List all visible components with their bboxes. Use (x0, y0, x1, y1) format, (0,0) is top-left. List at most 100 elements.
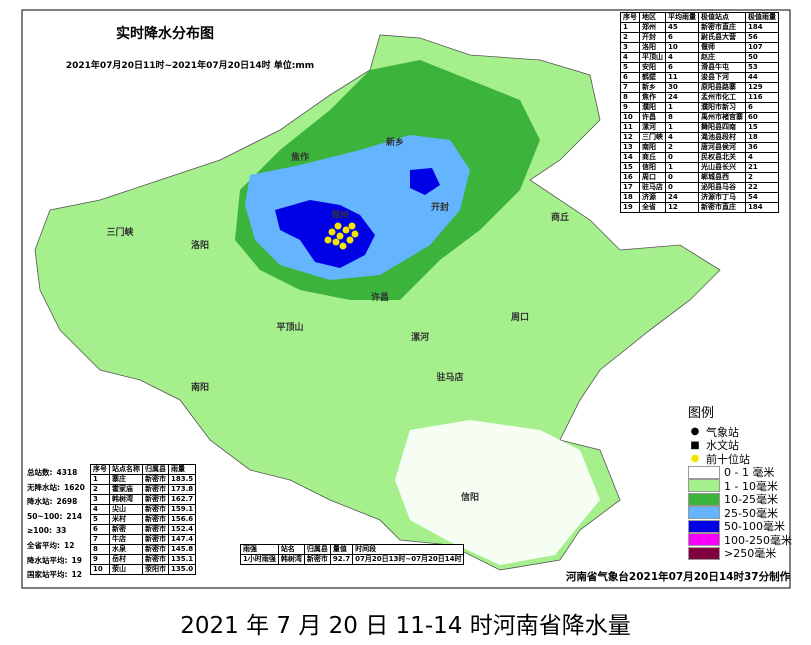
legend-title: 图例 (688, 406, 715, 421)
row: 19 全省 12 新密市直庄 184 (620, 202, 779, 213)
stats: 总站数: 4318 无降水站: 1620 降水站: 2698 50~100: 214 ≥100:… (27, 466, 89, 583)
cell: 岳村 (109, 554, 143, 565)
row: 10 许昌 8 禹州市褚官寨 60 (620, 112, 779, 123)
cell: 12 (665, 202, 699, 213)
cell: 新密市 (142, 494, 169, 505)
cell: 6 (745, 102, 779, 113)
cell: 11 (665, 72, 699, 83)
legend-label: 50-100毫米 (724, 520, 785, 534)
cell: 36 (745, 142, 779, 153)
legend-label: >250毫米 (724, 547, 777, 561)
row: 2 霍家庙 新密市 173.8 (90, 484, 197, 495)
region-table: 序号 地区 平均雨量 极值站点 极值雨量 1 郑州 45 新密市直庄 184 2 开封 6 尉氏县大营 56… (620, 12, 779, 213)
row: 15 信阳 1 光山县长兴 21 (620, 162, 779, 173)
row: 14 商丘 0 民权县北关 4 (620, 152, 779, 163)
cell: 8 (665, 112, 699, 123)
cell: 147.4 (167, 534, 197, 545)
cell: 173.8 (167, 484, 197, 495)
cell: 新密市直庄 (698, 202, 746, 213)
row: 9 岳村 新密市 135.1 (90, 554, 197, 565)
header-cell: 站名 (277, 544, 305, 555)
row: 5 米村 新密市 156.6 (90, 514, 197, 525)
cell: 5 (620, 62, 640, 73)
map-footer: 河南省气象台2021年07月20日14时37分制作 (566, 570, 791, 583)
cell: 新密市 (142, 544, 169, 555)
cell: 濮阳 (639, 102, 666, 113)
cell: 鹤壁 (639, 72, 666, 83)
stat-row: 总站数: 4318 (27, 466, 89, 481)
cell: 商丘 (639, 152, 666, 163)
cell: 霍家庙 (109, 484, 143, 495)
cell: 光山县长兴 (698, 162, 746, 173)
header-cell: 平均雨量 (665, 12, 699, 23)
cell: 129 (745, 82, 779, 93)
cell: 4 (620, 52, 640, 63)
row: 4 尖山 新密市 159.1 (90, 504, 197, 515)
cell: 新密市 (142, 524, 169, 535)
cell: 6 (90, 524, 110, 535)
cell: 渑池县段村 (698, 132, 746, 143)
cell: 7 (620, 82, 640, 93)
cell: 135.0 (167, 564, 197, 575)
map-title: 实时降水分布图 (116, 25, 214, 42)
row: 7 新乡 30 原阳县路寨 129 (620, 82, 779, 93)
cell: 周口 (639, 172, 666, 183)
legend-label: 水文站 (706, 439, 739, 453)
stat-value: 214 (66, 511, 83, 521)
legend-item: 25-50毫米 (688, 506, 792, 520)
cell: 新密市 (142, 504, 169, 515)
stat-label: 降水站: (27, 497, 53, 507)
zone-white (395, 420, 600, 565)
caption: 2021 年 7 月 20 日 11-14 时河南省降水量 (180, 613, 631, 639)
cell: 145.8 (167, 544, 197, 555)
legend-label: 前十位站 (706, 452, 750, 466)
cell: 唐河县侯河 (698, 142, 746, 153)
row: 6 新密 新密市 152.4 (90, 524, 197, 535)
cell: 116 (745, 92, 779, 103)
legend-item: 1 - 10毫米 (688, 479, 792, 493)
cell: 洛阳 (639, 42, 666, 53)
top-ten-stations (324, 222, 359, 250)
cell: 偃师 (698, 42, 746, 53)
row: 2 开封 6 尉氏县大营 56 (620, 32, 779, 43)
cell: 郑州 (639, 22, 666, 33)
stat-row: 无降水站: 1620 (27, 481, 89, 496)
row: 3 韩树湾 新密市 162.7 (90, 494, 197, 505)
cell: 92.7 (329, 554, 354, 565)
cell: 郸城县西 (698, 172, 746, 183)
city-label: 开封 (431, 201, 449, 213)
cell: 8 (90, 544, 110, 555)
header-cell: 极值站点 (698, 12, 746, 23)
legend-icon: ■ (690, 439, 700, 451)
stat-row: 全省平均: 12 (27, 539, 89, 554)
cell: 9 (620, 102, 640, 113)
row: 1 寨庄 新密市 183.5 (90, 474, 197, 485)
cell: 焦作 (639, 92, 666, 103)
row: 17 驻马店 0 泌阳县马谷 22 (620, 182, 779, 193)
legend-symbol: ■ 水文站 (688, 439, 792, 453)
stat-row: 国家站平均: 12 (27, 568, 89, 583)
cell: 17 (620, 182, 640, 193)
city-label: 商丘 (551, 211, 569, 223)
cell: 07月20日13时~07月20日14时 (352, 554, 465, 565)
cell: 安阳 (639, 62, 666, 73)
stat-label: 无降水站: (27, 482, 60, 492)
city-label: 许昌 (371, 291, 389, 303)
city-label: 驻马店 (436, 371, 463, 383)
row: 16 周口 0 郸城县西 2 (620, 172, 779, 183)
cell: 泌阳县马谷 (698, 182, 746, 193)
cell: 6 (665, 62, 699, 73)
cell: 民权县北关 (698, 152, 746, 163)
cell: 新密市 (142, 474, 169, 485)
legend-item: 10-25毫米 (688, 492, 792, 506)
header-cell: 归属县 (303, 544, 331, 555)
cell: 尖山 (109, 504, 143, 515)
stat-label: 50~100: (27, 511, 63, 521)
cell: 107 (745, 42, 779, 53)
cell: 4 (665, 52, 699, 63)
cell: 30 (665, 82, 699, 93)
legend-symbol: ● 前十位站 (688, 452, 792, 466)
cell: 53 (745, 62, 779, 73)
legend-label: 100-250毫米 (724, 533, 792, 547)
map-subtitle: 2021年07月20日11时~2021年07月20日14时 单位:mm (66, 59, 314, 71)
